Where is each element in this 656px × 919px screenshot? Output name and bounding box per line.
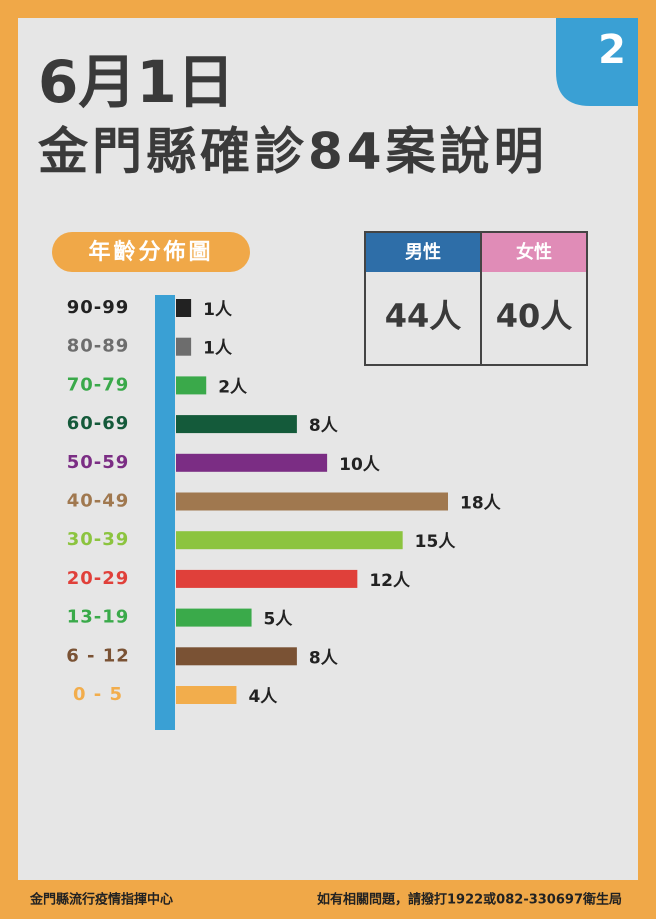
female-header [481,232,587,272]
bar [176,376,207,395]
gender-table: 男性 女性 44人 40人 [364,231,588,366]
value-label: 5人 [264,610,294,630]
footer-right: 如有相關問題，請撥打1922或082-330697衛生局 [317,892,622,908]
bar [176,686,237,704]
male-header [365,232,481,272]
date: 6月1日 [38,48,235,116]
value-label: 8人 [309,416,339,436]
category-label: 90-99 [67,297,130,318]
badge [556,18,638,106]
value-label: 10人 [339,455,381,475]
category-label: 13-19 [67,607,130,628]
female-count: 40人 [496,297,573,335]
bar [176,608,252,627]
value-label: 2人 [218,377,248,397]
footer-left: 金門縣流行疫情指揮中心 [29,892,173,908]
bar [176,453,328,472]
bar [176,569,358,588]
axis-bar [155,295,175,730]
male-label: 男性 [405,241,441,263]
category-label: 6 - 12 [66,645,130,666]
category-label: 70-79 [67,374,130,395]
category-label: 30-39 [67,529,130,550]
category-label: 40-49 [67,491,130,512]
category-label: 50-59 [67,452,130,473]
title: 金門縣確診84案說明 [38,123,548,181]
category-label: 20-29 [67,568,130,589]
bar [176,299,192,317]
category-label: 0 - 5 [73,684,123,705]
category-label: 80-89 [67,336,130,357]
value-label: 8人 [309,648,339,668]
value-label: 1人 [203,300,233,320]
category-label: 60-69 [67,413,130,434]
value-label: 15人 [415,532,457,552]
chart-title: 年齡分佈圖 [88,239,213,265]
value-label: 1人 [203,339,233,359]
bar [176,647,297,666]
panel [18,18,638,880]
female-label: 女性 [516,241,552,263]
value-label: 12人 [369,571,411,591]
male-count: 44人 [385,297,462,335]
value-label: 4人 [248,687,278,707]
bar [176,492,448,511]
chart-pill [52,232,250,272]
table-border [364,231,588,366]
bar [176,531,403,550]
value-label: 18人 [460,494,502,514]
badge-number: 2 [598,27,626,73]
bar [176,337,192,356]
bar [176,415,297,434]
